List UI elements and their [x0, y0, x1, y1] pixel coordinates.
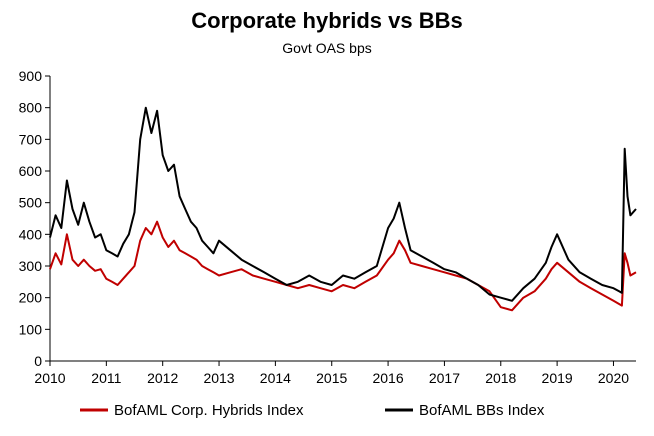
chart-title: Corporate hybrids vs BBs [191, 8, 463, 33]
legend-label-bbs: BofAML BBs Index [419, 402, 545, 419]
x-tick-label: 2016 [372, 370, 403, 386]
y-tick-label: 900 [19, 68, 43, 84]
y-tick-label: 500 [19, 195, 43, 211]
y-tick-label: 700 [19, 131, 43, 147]
series-layer [49, 106, 637, 312]
x-tick-label: 2011 [91, 370, 121, 386]
x-tick-label: 2020 [598, 370, 629, 386]
y-tick-label: 600 [19, 163, 43, 179]
y-tick-label: 0 [34, 353, 42, 369]
legend-label-hybrids: BofAML Corp. Hybrids Index [114, 402, 304, 419]
x-tick-label: 2014 [260, 370, 291, 386]
x-tick-label: 2019 [542, 370, 573, 386]
x-tick-label: 2017 [429, 370, 460, 386]
x-tick-label: 2018 [485, 370, 516, 386]
x-tick-label: 2015 [316, 370, 347, 386]
x-tick-label: 2013 [203, 370, 234, 386]
chart-subtitle: Govt OAS bps [282, 40, 372, 56]
y-tick-label: 100 [19, 321, 43, 337]
y-tick-label: 300 [19, 258, 43, 274]
series-line-hybrids [49, 220, 637, 312]
x-tick-label: 2010 [34, 370, 65, 386]
y-tick-label: 800 [19, 100, 43, 116]
x-tick-label: 2012 [147, 370, 178, 386]
chart-legend: BofAML Corp. Hybrids Index BofAML BBs Ind… [80, 402, 545, 419]
chart-axes: 0 100 200 300 400 500 600 700 800 900 2010 2011 2012… [19, 68, 636, 386]
series-line-bbs [49, 106, 637, 302]
y-tick-label: 200 [19, 290, 43, 306]
y-tick-label: 400 [19, 226, 43, 242]
